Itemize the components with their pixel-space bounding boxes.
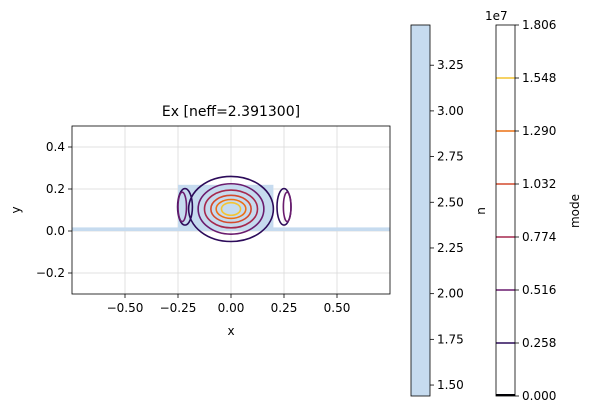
- colorbar-mode-tick-label: 0.516: [522, 283, 556, 297]
- colorbar-n: 1.50 1.75 2.00 2.25 2.50 2.75 3.00 3.25 n: [410, 24, 488, 397]
- colorbar-mode-tick-label: 1.290: [522, 124, 556, 138]
- x-tick-label: 0.50: [324, 301, 351, 315]
- y-tick-label: 0.0: [46, 224, 65, 238]
- x-tick-label: −0.25: [160, 301, 197, 315]
- colorbar-mode-tick-label: 1.548: [522, 71, 556, 85]
- colorbar-mode-levels: [496, 77, 515, 396]
- colorbar-n-tick-label: 3.00: [437, 104, 464, 118]
- contour-line: [210, 194, 252, 224]
- colorbar-mode-ticks: 0.000 0.258 0.516 0.774 1.032 1.290 1.548 1.806: [515, 18, 556, 403]
- chart-title: Ex [neff=2.391300]: [162, 104, 300, 120]
- colorbar-mode-tick-label: 0.774: [522, 230, 556, 244]
- colorbar-n-tick-label: 2.75: [437, 150, 464, 164]
- colorbar-mode: 0.000 0.258 0.516 0.774 1.032 1.290 1.548 1.806…: [485, 9, 582, 403]
- contour-line: [220, 201, 242, 217]
- y-tick-label: −0.2: [36, 266, 65, 280]
- x-axis-label: x: [227, 324, 234, 338]
- colorbar-n-tick-label: 2.50: [437, 195, 464, 209]
- colorbar-mode-exponent: 1e7: [485, 9, 508, 23]
- colorbar-n-tick-label: 2.25: [437, 241, 464, 255]
- y-axis-label: y: [9, 206, 23, 213]
- colorbar-mode-tick-label: 1.806: [522, 18, 556, 32]
- main-axes: −0.50 −0.25 0.00 0.25 0.50 −0.2 0.0 0.2 0.4 Ex …: [9, 104, 391, 338]
- contour-line: [187, 175, 275, 243]
- y-tick-label: 0.2: [46, 182, 65, 196]
- colorbar-n-tick-label: 3.25: [437, 58, 464, 72]
- x-tick-label: 0.25: [271, 301, 298, 315]
- x-axis-ticks: −0.50 −0.25 0.00 0.25 0.50: [107, 294, 351, 315]
- colorbar-n-ticks: 1.50 1.75 2.00 2.25 2.50 2.75 3.00 3.25: [430, 58, 464, 392]
- contour-line: [203, 189, 259, 229]
- colorbar-mode-label: mode: [568, 194, 582, 228]
- x-tick-label: −0.50: [107, 301, 144, 315]
- y-axis-ticks: −0.2 0.0 0.2 0.4: [36, 140, 72, 280]
- contour-line: [215, 198, 247, 220]
- colorbar-n-tick-label: 2.00: [437, 287, 464, 301]
- mode-contours: [176, 175, 292, 243]
- contour-line: [197, 182, 265, 235]
- contour-line: [177, 191, 188, 223]
- colorbar-n-tick-label: 1.50: [437, 378, 464, 392]
- x-tick-label: 0.00: [218, 301, 245, 315]
- colorbar-mode-tick-label: 0.258: [522, 336, 556, 350]
- y-tick-label: 0.4: [46, 140, 65, 154]
- colorbar-n-tick-label: 1.75: [437, 332, 464, 346]
- colorbar-mode-tick-label: 1.032: [522, 177, 556, 191]
- colorbar-mode-frame: [495, 24, 516, 397]
- colorbar-mode-tick-label: 0.000: [522, 389, 556, 403]
- contour-line: [282, 191, 292, 223]
- colorbar-n-gradient: [411, 25, 430, 396]
- colorbar-n-frame: [410, 24, 431, 397]
- colorbar-n-label: n: [474, 207, 488, 215]
